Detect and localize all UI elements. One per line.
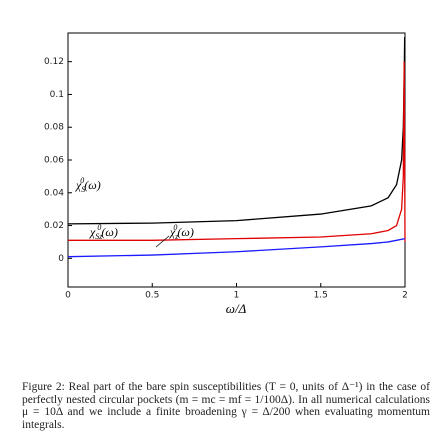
annotation-base: χ: [169, 225, 176, 239]
y-tick-label: 0.1: [50, 90, 64, 100]
series-line: [68, 61, 406, 242]
y-tick-label: 0.06: [44, 156, 64, 166]
curve-annotation: χS0(ω): [75, 176, 101, 194]
x-tick-label: 1.5: [314, 291, 328, 301]
x-tick-label: 0: [65, 291, 71, 301]
y-tick-label: 0.08: [44, 123, 64, 133]
x-axis-label: ω/Δ: [226, 301, 247, 316]
annotation-arg: (ω): [177, 225, 193, 239]
x-tick-label: 0.5: [145, 291, 159, 301]
x-tick-label: 2: [402, 291, 408, 301]
annotation-leader: [155, 235, 170, 248]
y-tick-label: 0.02: [44, 221, 64, 231]
annotation-sub: z: [174, 232, 179, 241]
curve-annotation: χSz0(ω): [89, 223, 118, 241]
x-tick-label: 1: [234, 291, 240, 301]
y-tick-label: 0.04: [44, 188, 64, 198]
plot-frame: [67, 32, 406, 288]
annotation-sup: 0: [173, 223, 177, 232]
annotation-base: χ: [89, 225, 96, 239]
curve-annotation: χz0(ω): [169, 223, 194, 241]
figure-caption: Figure 2: Real part of the bare spin sus…: [22, 381, 430, 431]
annotation-sub: Sz: [95, 232, 103, 241]
annotation-base: χ: [75, 178, 82, 192]
annotation-arg: (ω): [101, 225, 117, 239]
annotation-arg: (ω): [84, 178, 100, 192]
series-line: [67, 238, 406, 258]
caption-text: Real part of the bare spin susceptibilit…: [22, 381, 430, 431]
y-tick-label: 0.12: [44, 57, 64, 67]
chart: ω/Δ 00.020.040.060.080.10.120 0.5 1 1.5 2χS0…: [44, 32, 408, 316]
caption-label: Figure 2:: [22, 381, 65, 393]
annotation-sup: 0: [97, 223, 101, 232]
annotation-sup: 0: [80, 176, 84, 185]
y-tick-label: 0: [58, 254, 64, 264]
annotation-sub: S: [81, 185, 85, 194]
series-line: [67, 37, 406, 225]
